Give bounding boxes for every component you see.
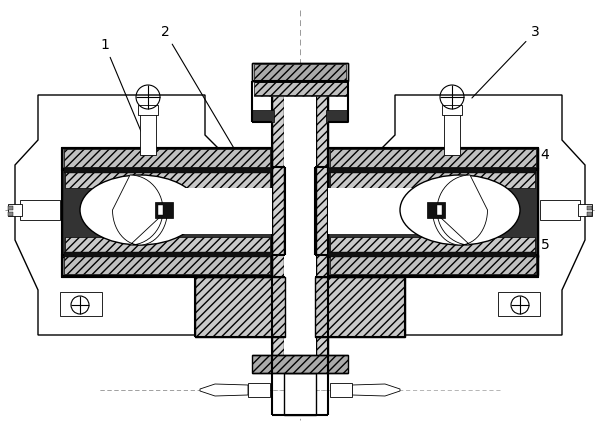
Text: 4: 4 — [465, 148, 550, 169]
Bar — [138, 105, 158, 115]
Bar — [62, 255, 272, 275]
Bar — [65, 170, 270, 188]
Bar — [195, 277, 285, 337]
Text: 1: 1 — [101, 38, 147, 146]
Bar — [60, 292, 102, 316]
Bar — [248, 383, 270, 397]
Bar — [8, 206, 13, 210]
Bar — [328, 252, 536, 257]
Bar — [315, 277, 405, 337]
Bar — [65, 237, 270, 255]
Bar — [252, 110, 274, 122]
Text: 3: 3 — [472, 25, 539, 98]
Bar — [578, 204, 592, 216]
Bar — [427, 202, 445, 218]
Polygon shape — [352, 384, 400, 396]
Text: 2: 2 — [161, 25, 233, 148]
Polygon shape — [375, 95, 585, 335]
Bar — [64, 252, 272, 257]
Bar — [328, 168, 536, 173]
Bar — [284, 373, 316, 415]
Bar — [437, 205, 442, 215]
Bar — [64, 256, 270, 274]
Bar — [442, 105, 462, 115]
Bar — [326, 110, 348, 122]
Bar — [62, 148, 272, 168]
Bar — [8, 212, 13, 216]
Bar — [155, 202, 173, 218]
Text: A: A — [464, 229, 512, 262]
Bar — [330, 256, 536, 274]
Bar — [328, 188, 500, 234]
Bar — [64, 149, 270, 167]
Bar — [587, 212, 592, 216]
Bar — [252, 63, 348, 81]
Bar — [316, 70, 328, 365]
Ellipse shape — [80, 175, 200, 245]
Bar — [100, 188, 272, 234]
Bar — [158, 205, 163, 215]
Polygon shape — [200, 384, 248, 396]
Bar — [330, 383, 352, 397]
Bar — [252, 355, 348, 373]
Polygon shape — [433, 175, 487, 245]
Bar — [272, 70, 284, 365]
Bar — [540, 200, 580, 220]
Bar — [328, 148, 538, 168]
Bar — [284, 70, 316, 365]
Bar — [20, 200, 60, 220]
Bar — [254, 82, 348, 96]
Text: 5: 5 — [482, 238, 550, 269]
Bar — [330, 237, 535, 255]
Bar — [140, 113, 156, 155]
Bar — [328, 148, 538, 170]
Bar — [328, 255, 538, 277]
Bar — [8, 204, 22, 216]
Bar — [498, 292, 540, 316]
Bar — [328, 168, 538, 257]
Bar — [64, 168, 272, 173]
Polygon shape — [15, 95, 225, 335]
Bar — [587, 206, 592, 210]
Bar — [62, 148, 272, 170]
Bar — [330, 149, 536, 167]
Bar — [444, 113, 460, 155]
Bar — [254, 64, 346, 80]
Bar — [62, 255, 272, 277]
Polygon shape — [113, 175, 167, 245]
Bar — [62, 168, 272, 257]
Ellipse shape — [400, 175, 520, 245]
Bar — [330, 170, 535, 188]
Bar — [328, 255, 538, 275]
